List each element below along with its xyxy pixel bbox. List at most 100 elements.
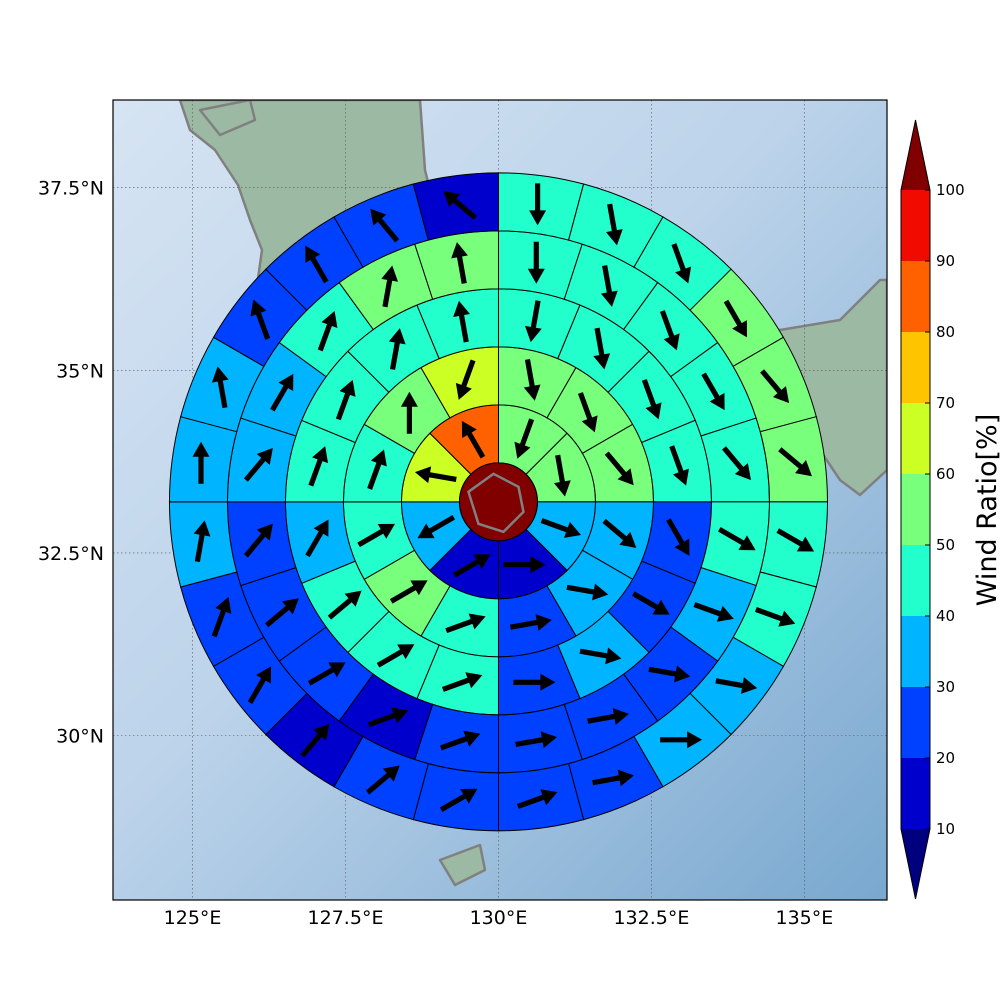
wind-arrow [529,183,547,226]
wind-arrow [523,358,541,401]
wind-arrow [514,418,535,459]
lon-tick-label: 125°E [164,907,222,929]
wind-arrow [503,556,546,574]
wind-arrow [439,788,478,813]
wind-arrow [455,359,476,400]
wind-arrow [305,245,329,284]
lon-tick-label: 135°E [776,907,834,929]
wind-arrow [604,451,634,486]
colorbar-segment [901,403,930,474]
wind-arrow [452,554,491,578]
wind-arrow [307,662,346,686]
wind-arrow [400,391,418,434]
wind-arrow [367,449,387,490]
colorbar-under-arrow [901,829,930,899]
wind-arrow [270,373,294,412]
wind-arrow [327,590,362,620]
wind-arrow [515,731,557,749]
wind-arrows [192,183,815,813]
wind-arrow [722,446,751,481]
sector-cell [412,172,499,241]
wind-arrow [760,369,790,404]
colorbar-tick-label: 60 [936,465,955,483]
wind-arrow [443,190,478,220]
wind-arrow [553,454,571,497]
wind-arrow [693,602,734,622]
wind-arrow [439,730,481,751]
wind-arrow [527,241,545,284]
wind-arrow [370,208,400,243]
lat-tick-label: 35°N [56,360,104,382]
wind-arrow [660,731,703,749]
wind-arrow [193,520,211,563]
lat-tick-label: 32.5°N [38,543,104,565]
wind-arrow [317,310,338,352]
wind-arrow [389,580,428,604]
wind-arrow [602,518,637,548]
wind-arrow [445,613,486,634]
sector-cell [168,501,238,588]
wind-arrow [509,614,552,631]
wind-arrow [666,518,690,556]
wind-arrow [632,591,670,615]
wind-arrow [593,327,611,370]
wind-arrow [513,673,556,691]
latitude-tick-labels: 30°N 32.5°N 35°N 37.5°N [38,178,104,748]
wind-arrow [453,300,470,343]
colorbar-tick-label: 20 [936,749,955,767]
wind-arrow [566,583,609,601]
wind-arrow [461,420,486,459]
colorbar-tick-label: 100 [936,181,965,199]
map-area [113,100,887,900]
colorbar-segment [901,545,930,616]
wind-arrow [540,518,582,538]
wind-arrow [754,606,796,627]
wind-arrow [778,447,812,477]
wind-arrow [381,265,399,308]
colorbar-tick-label: 90 [936,252,955,270]
landmass-6 [438,843,487,887]
wind-arrow [192,441,210,484]
wind-arrow [776,528,815,552]
wind-arrow [577,392,598,433]
wind-arrow [243,447,273,482]
wind-arrow [417,515,456,539]
landmass-1 [198,100,257,137]
colorbar [900,119,931,900]
wind-arrow [718,526,756,551]
colorbar-segment [901,474,930,545]
colorbar-segment [901,261,930,332]
wind-arrow [211,366,229,409]
colorbar-segment [901,332,930,403]
wind-arrow [335,379,356,421]
wind-arrow [250,299,271,340]
center-coastline [467,472,525,534]
wind-arrow [357,523,395,548]
polar-sector-grid [168,172,828,832]
colorbar-segment [901,758,930,829]
wind-arrow [243,523,273,558]
lon-tick-label: 132.5°E [613,907,689,929]
wind-arrow [701,372,725,411]
colorbar-tick-label: 70 [936,394,955,412]
colorbar-tick-label: 40 [936,607,955,625]
wind-arrow [441,672,483,692]
wind-arrow [669,445,689,486]
wind-arrow [524,300,542,343]
wind-arrow [516,789,558,809]
wind-arrow [414,466,457,484]
colorbar-segment [901,616,930,687]
lat-tick-label: 37.5°N [38,178,104,200]
colorbar-tick-label: 50 [936,536,955,554]
colorbar-tick-label: 30 [936,678,955,696]
wind-arrow [579,647,622,665]
wind-arrow [715,677,758,694]
wind-arrow [300,723,330,758]
map-frame [112,99,888,901]
wind-arrow [308,446,329,487]
wind-arrow [247,666,271,704]
lon-tick-label: 130°E [470,907,528,929]
wind-arrow [641,378,662,420]
colorbar-over-arrow [901,120,930,190]
